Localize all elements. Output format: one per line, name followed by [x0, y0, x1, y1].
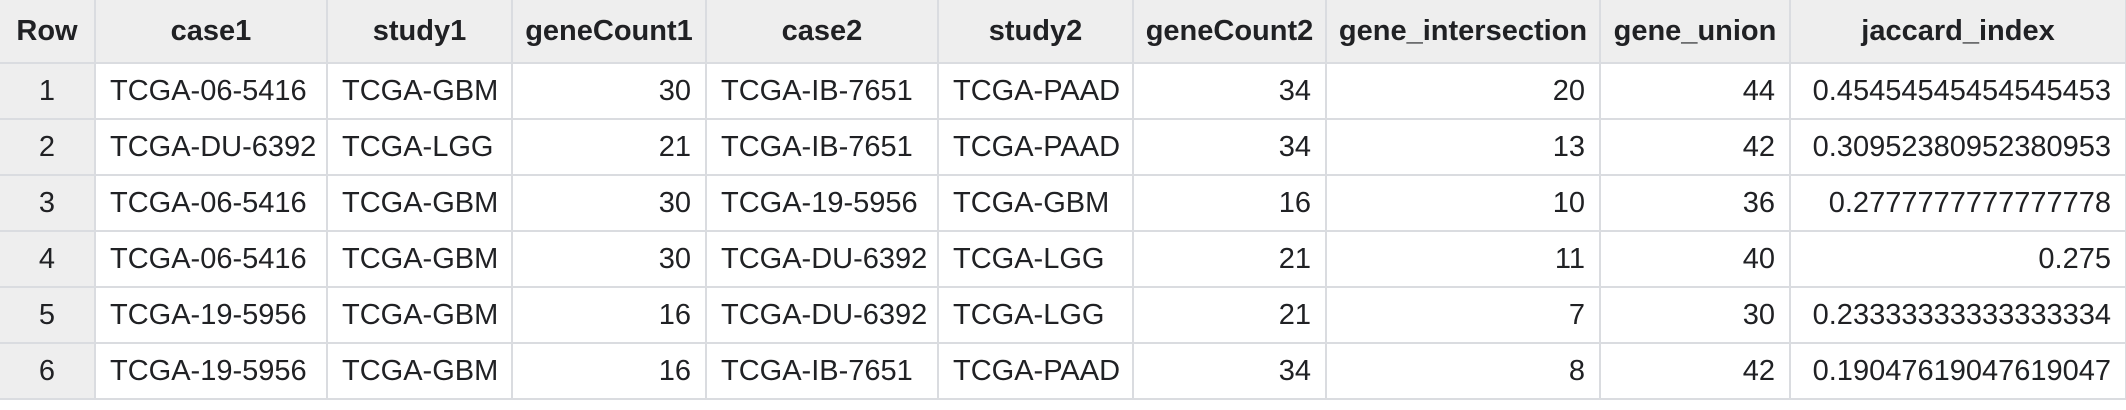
gene-intersection-cell: 13	[1325, 118, 1601, 176]
case1-cell: TCGA-06-5416	[94, 174, 328, 232]
row-number-cell: 5	[0, 286, 96, 344]
jaccard-index-cell: 0.30952380952380953	[1789, 118, 2126, 176]
case1-cell: TCGA-19-5956	[94, 342, 328, 400]
gene-union-cell: 42	[1599, 118, 1791, 176]
genecount1-cell: 30	[511, 230, 707, 288]
jaccard-index-cell: 0.19047619047619047	[1789, 342, 2126, 400]
column-header-study1[interactable]: study1	[326, 0, 513, 64]
case2-cell: TCGA-IB-7651	[705, 118, 939, 176]
gene-intersection-cell: 10	[1325, 174, 1601, 232]
column-header-genecount2[interactable]: geneCount2	[1132, 0, 1327, 64]
genecount1-cell: 30	[511, 62, 707, 120]
study1-cell: TCGA-GBM	[326, 342, 513, 400]
genecount1-cell: 16	[511, 342, 707, 400]
genecount2-cell: 34	[1132, 342, 1327, 400]
column-header-study2[interactable]: study2	[937, 0, 1134, 64]
row-number-cell: 2	[0, 118, 96, 176]
table-row: 6 TCGA-19-5956 TCGA-GBM 16 TCGA-IB-7651 …	[0, 342, 2126, 400]
table-row: 2 TCGA-DU-6392 TCGA-LGG 21 TCGA-IB-7651 …	[0, 118, 2126, 176]
gene-intersection-cell: 20	[1325, 62, 1601, 120]
genecount1-cell: 16	[511, 286, 707, 344]
column-header-row[interactable]: Row	[0, 0, 96, 64]
case2-cell: TCGA-IB-7651	[705, 62, 939, 120]
column-header-gene-union[interactable]: gene_union	[1599, 0, 1791, 64]
gene-intersection-cell: 7	[1325, 286, 1601, 344]
column-header-case2[interactable]: case2	[705, 0, 939, 64]
table-row: 1 TCGA-06-5416 TCGA-GBM 30 TCGA-IB-7651 …	[0, 62, 2126, 120]
study2-cell: TCGA-PAAD	[937, 62, 1134, 120]
row-number-cell: 3	[0, 174, 96, 232]
table-row: 5 TCGA-19-5956 TCGA-GBM 16 TCGA-DU-6392 …	[0, 286, 2126, 344]
case2-cell: TCGA-IB-7651	[705, 342, 939, 400]
genecount2-cell: 34	[1132, 62, 1327, 120]
jaccard-index-cell: 0.2777777777777778	[1789, 174, 2126, 232]
row-number-cell: 1	[0, 62, 96, 120]
jaccard-index-cell: 0.275	[1789, 230, 2126, 288]
genecount2-cell: 21	[1132, 286, 1327, 344]
row-number-cell: 4	[0, 230, 96, 288]
study2-cell: TCGA-LGG	[937, 286, 1134, 344]
gene-intersection-cell: 11	[1325, 230, 1601, 288]
jaccard-index-cell: 0.23333333333333334	[1789, 286, 2126, 344]
genecount2-cell: 16	[1132, 174, 1327, 232]
study2-cell: TCGA-GBM	[937, 174, 1134, 232]
case1-cell: TCGA-06-5416	[94, 230, 328, 288]
jaccard-index-cell: 0.45454545454545453	[1789, 62, 2126, 120]
gene-union-cell: 42	[1599, 342, 1791, 400]
column-header-jaccard-index[interactable]: jaccard_index	[1789, 0, 2126, 64]
column-header-case1[interactable]: case1	[94, 0, 328, 64]
study2-cell: TCGA-PAAD	[937, 342, 1134, 400]
genecount1-cell: 30	[511, 174, 707, 232]
gene-union-cell: 36	[1599, 174, 1791, 232]
genecount2-cell: 21	[1132, 230, 1327, 288]
study1-cell: TCGA-GBM	[326, 62, 513, 120]
study2-cell: TCGA-LGG	[937, 230, 1134, 288]
column-header-gene-intersection[interactable]: gene_intersection	[1325, 0, 1601, 64]
study1-cell: TCGA-GBM	[326, 230, 513, 288]
query-results-table: Row case1 study1 geneCount1 case2 study2…	[0, 0, 2126, 400]
case1-cell: TCGA-DU-6392	[94, 118, 328, 176]
genecount2-cell: 34	[1132, 118, 1327, 176]
gene-union-cell: 44	[1599, 62, 1791, 120]
table-header-row: Row case1 study1 geneCount1 case2 study2…	[0, 0, 2126, 64]
case2-cell: TCGA-DU-6392	[705, 286, 939, 344]
row-number-cell: 6	[0, 342, 96, 400]
table-row: 3 TCGA-06-5416 TCGA-GBM 30 TCGA-19-5956 …	[0, 174, 2126, 232]
gene-union-cell: 30	[1599, 286, 1791, 344]
gene-union-cell: 40	[1599, 230, 1791, 288]
case2-cell: TCGA-19-5956	[705, 174, 939, 232]
study1-cell: TCGA-GBM	[326, 286, 513, 344]
study1-cell: TCGA-GBM	[326, 174, 513, 232]
column-header-genecount1[interactable]: geneCount1	[511, 0, 707, 64]
table-row: 4 TCGA-06-5416 TCGA-GBM 30 TCGA-DU-6392 …	[0, 230, 2126, 288]
study1-cell: TCGA-LGG	[326, 118, 513, 176]
case1-cell: TCGA-19-5956	[94, 286, 328, 344]
case1-cell: TCGA-06-5416	[94, 62, 328, 120]
case2-cell: TCGA-DU-6392	[705, 230, 939, 288]
gene-intersection-cell: 8	[1325, 342, 1601, 400]
study2-cell: TCGA-PAAD	[937, 118, 1134, 176]
genecount1-cell: 21	[511, 118, 707, 176]
